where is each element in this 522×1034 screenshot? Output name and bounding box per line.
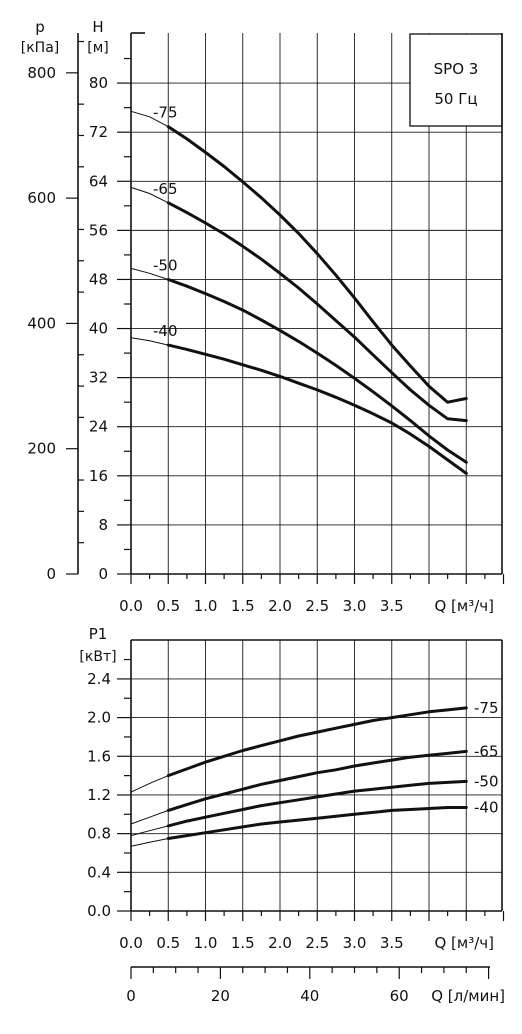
top-curve--65 [166, 201, 468, 423]
bottom-x-tick-label: 1.5 [231, 934, 255, 952]
top-x-tick-label: 1.0 [194, 597, 218, 615]
top-y-tick-label: 24 [89, 418, 108, 436]
bottom-x-tick-label: 2.5 [305, 934, 329, 952]
top-curve-thin--65 [130, 186, 169, 204]
bottom-y-tick-label: 2.0 [87, 709, 111, 727]
top-curve-thin--75 [130, 110, 169, 128]
bottom-series-label: -50 [474, 772, 499, 790]
top-y-tick-label: 32 [89, 369, 108, 387]
bottom-plot-area [131, 640, 502, 911]
bottom-curve--75 [166, 706, 468, 778]
bottom-curve-thin--50 [130, 825, 169, 837]
bottom-curve-thin--40 [130, 838, 169, 847]
title-box [409, 33, 503, 127]
bottom-curve-thin--75 [130, 775, 169, 793]
bottom-curve--65 [166, 749, 468, 812]
bottom-curve--40 [166, 806, 468, 840]
chart-subtitle: 50 Гц [434, 90, 477, 108]
top-y2-unit: [кПа] [21, 40, 60, 56]
bottom-y-unit: [кВт] [79, 649, 116, 665]
flow-axis-tick-label: 20 [211, 987, 230, 1005]
bottom-x-tick-label: 2.0 [268, 934, 292, 952]
top-y-tick-label: 40 [89, 320, 108, 338]
bottom-y-tick-label: 2.4 [87, 670, 111, 688]
top-curve--50 [166, 278, 468, 464]
top-y2-tick-label: 200 [27, 440, 56, 458]
bottom-y-tick-label: 0.0 [87, 902, 111, 920]
flow-axis-tick-label: 60 [390, 987, 409, 1005]
flow-axis-tick-label: 40 [300, 987, 319, 1005]
top-y-tick-label: 48 [89, 270, 108, 288]
top-x-tick-label: 3.0 [343, 597, 367, 615]
top-y-tick-label: 16 [89, 467, 108, 485]
bottom-x-tick-label: 3.5 [380, 934, 404, 952]
top-curve-thin--50 [130, 267, 169, 280]
bottom-series-label: -65 [474, 742, 499, 760]
bottom-x-tick-label: 0.0 [119, 934, 143, 952]
top-series-label: -75 [153, 104, 178, 122]
top-x-tick-label: 0.5 [156, 597, 180, 615]
top-y-tick-label: 0 [98, 565, 108, 583]
bottom-y-tick-label: 0.8 [87, 825, 111, 843]
bottom-series-label: -40 [474, 799, 499, 817]
top-y-unit: [м] [87, 40, 109, 56]
bottom-y-tick-label: 0.4 [87, 863, 111, 881]
top-x-tick-label: 2.0 [268, 597, 292, 615]
top-y-tick-label: 8 [98, 516, 108, 534]
top-curve--75 [166, 125, 468, 404]
top-y-tick-label: 56 [89, 221, 108, 239]
top-y-label: H [92, 18, 103, 36]
top-y2-label: p [35, 18, 45, 36]
bottom-y-label: P1 [89, 625, 108, 643]
top-y-tick-label: 80 [89, 74, 108, 92]
top-y2-tick-label: 0 [46, 565, 56, 583]
top-y-tick-label: 64 [89, 172, 108, 190]
top-x-tick-label: 1.5 [231, 597, 255, 615]
bottom-y-tick-label: 1.6 [87, 747, 111, 765]
top-curve--40 [166, 343, 468, 475]
bottom-x-tick-label: 3.0 [343, 934, 367, 952]
bottom-curve-thin--65 [130, 809, 169, 825]
bottom-x-tick-label: 0.5 [156, 934, 180, 952]
bottom-x-tick-label: 1.0 [194, 934, 218, 952]
top-series-label: -65 [153, 180, 178, 198]
bottom-x-label: Q [м³/ч] [434, 934, 494, 952]
chart-title: SPO 3 [434, 60, 479, 78]
top-x-label: Q [м³/ч] [434, 597, 494, 615]
top-x-tick-label: 2.5 [305, 597, 329, 615]
flow-axis-tick-label: 0 [126, 987, 136, 1005]
top-x-tick-label: 0.0 [119, 597, 143, 615]
top-y2-tick-label: 800 [27, 64, 56, 82]
top-y-tick-label: 72 [89, 123, 108, 141]
top-series-label: -40 [153, 322, 178, 340]
top-x-tick-label: 3.5 [380, 597, 404, 615]
bottom-curve--50 [166, 779, 468, 828]
top-y2-tick-label: 600 [27, 189, 56, 207]
top-curve-thin--40 [130, 337, 169, 346]
flow-axis-label: Q [л/мин] [431, 987, 505, 1005]
bottom-y-tick-label: 1.2 [87, 786, 111, 804]
bottom-series-label: -75 [474, 699, 499, 717]
top-series-label: -50 [153, 256, 178, 274]
top-y2-tick-label: 400 [27, 314, 56, 332]
